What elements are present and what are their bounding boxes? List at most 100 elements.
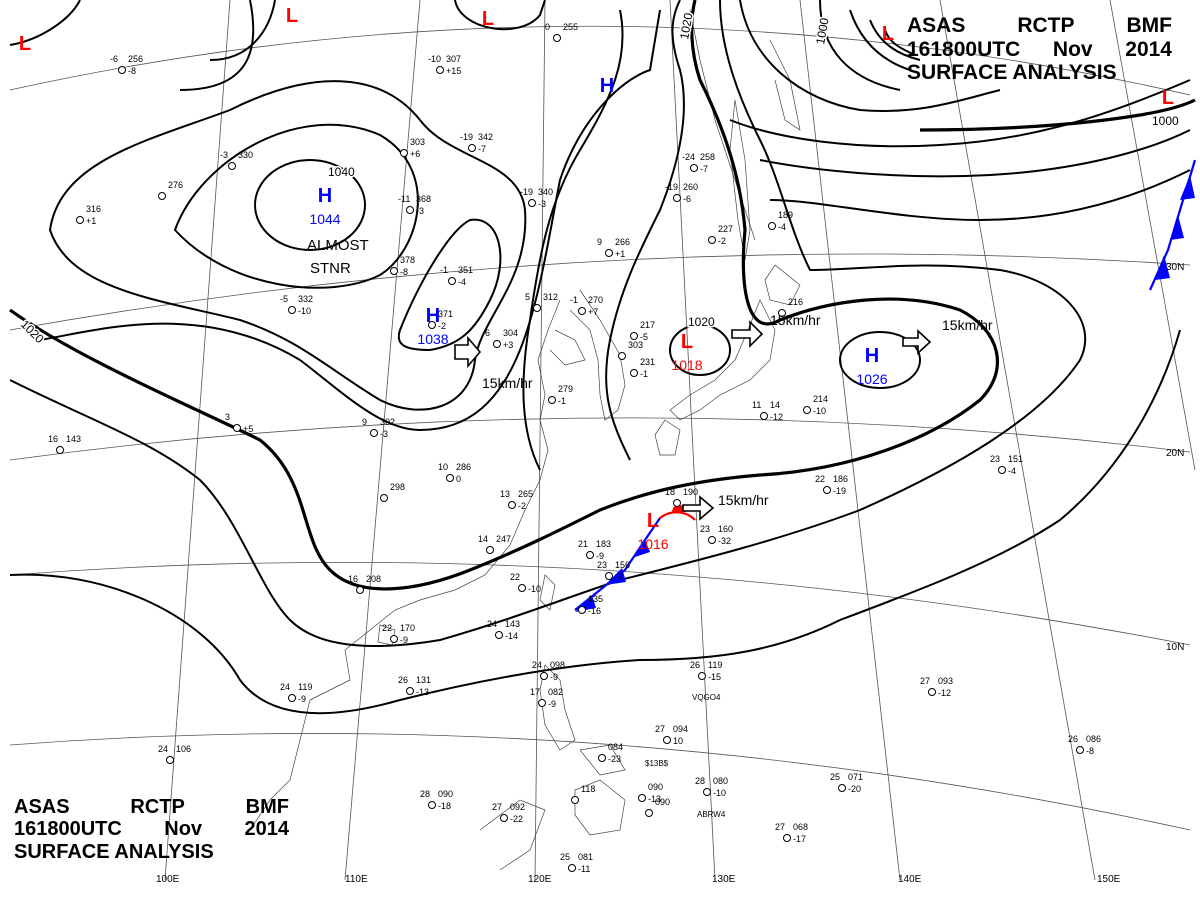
station-circle bbox=[448, 277, 456, 285]
station-temperature: 9 bbox=[362, 417, 367, 427]
cold-front-triangle bbox=[1170, 215, 1184, 240]
low-pressure-center: L bbox=[19, 33, 31, 55]
station-circle bbox=[698, 672, 706, 680]
station-pressure: 131 bbox=[416, 675, 431, 685]
station-pressure: 098 bbox=[550, 660, 565, 670]
station-temperature: 24 bbox=[532, 660, 542, 670]
station-circle bbox=[390, 635, 398, 643]
high-pressure-center: H bbox=[426, 305, 440, 327]
station-pressure: 330 bbox=[238, 150, 253, 160]
station-pressure: 371 bbox=[438, 309, 453, 319]
station-tendency: +5 bbox=[243, 424, 253, 434]
agency-code: BMF bbox=[1126, 14, 1173, 37]
station-pressure: 119 bbox=[708, 660, 722, 670]
station-temperature: 21 bbox=[578, 539, 588, 549]
station-temperature: 17 bbox=[530, 687, 540, 697]
station-circle bbox=[553, 34, 561, 42]
station-tendency: -3 bbox=[380, 429, 388, 439]
station-temperature: 11 bbox=[752, 400, 761, 410]
latitude-label: 20N bbox=[1166, 448, 1184, 459]
center-pressure-value: 1018 bbox=[671, 357, 702, 373]
station-circle bbox=[500, 814, 508, 822]
station-temperature: 23 bbox=[700, 524, 710, 534]
station-pressure: 092 bbox=[510, 802, 525, 812]
isobar bbox=[884, 29, 916, 56]
isobar-1026 bbox=[839, 331, 921, 389]
parallel-line bbox=[9, 733, 1191, 831]
station-pressure: 227 bbox=[718, 224, 733, 234]
station-circle bbox=[493, 340, 501, 348]
station-temperature: 14 bbox=[478, 534, 488, 544]
kamchatka bbox=[769, 39, 801, 131]
japan-honshu bbox=[669, 299, 776, 421]
station-circle bbox=[638, 794, 646, 802]
station-pressure: 258 bbox=[700, 152, 715, 162]
station-circle bbox=[605, 572, 613, 580]
valid-month: Nov bbox=[1052, 37, 1093, 61]
station-tendency: 0 bbox=[456, 474, 461, 484]
station-circle bbox=[578, 606, 586, 614]
agency-code: RCTP bbox=[1017, 14, 1075, 37]
isobar-1020-main bbox=[9, 0, 999, 591]
station-temperature: 5 bbox=[525, 292, 530, 302]
station-circle bbox=[998, 466, 1006, 474]
longitude-label: 120E bbox=[528, 874, 552, 885]
longitude-label: 110E bbox=[345, 874, 368, 885]
station-tendency: -7 bbox=[700, 164, 708, 174]
station-pressure: 084 bbox=[608, 742, 623, 752]
station-circle bbox=[568, 864, 576, 872]
title-block-bottom-left: ASAS RCTP BMF 161800UTC Nov 2014 SURFACE… bbox=[14, 796, 289, 863]
station-temperature: 9 bbox=[597, 237, 602, 247]
station-circle bbox=[390, 267, 398, 275]
motion-speed-label: 15km/hr bbox=[942, 317, 993, 333]
station-circle bbox=[663, 736, 671, 744]
isobar bbox=[769, 169, 1191, 222]
station-pressure: 368 bbox=[416, 194, 431, 204]
high-pressure-center: H bbox=[318, 185, 332, 207]
product-name: SURFACE ANALYSIS bbox=[907, 61, 1117, 85]
station-pressure: 081 bbox=[578, 852, 593, 862]
station-tendency: +15 bbox=[446, 66, 461, 76]
isobar bbox=[9, 0, 81, 46]
isobar bbox=[173, 123, 419, 289]
graticule-lines bbox=[9, 0, 1196, 881]
station-tendency: +7 bbox=[588, 307, 598, 317]
high-pressure-center: H bbox=[865, 345, 879, 367]
ship-ids: VQGO4 ABRW4 $13B$ bbox=[645, 693, 726, 819]
meridian-line bbox=[939, 0, 1096, 881]
agency-code: BMF bbox=[245, 796, 289, 818]
agency-code: RCTP bbox=[130, 796, 185, 818]
station-temperature: 27 bbox=[655, 724, 665, 734]
parallel-line bbox=[9, 561, 1191, 646]
isobar bbox=[454, 0, 546, 31]
parallel-line bbox=[9, 253, 1191, 331]
station-tendency: -13 bbox=[648, 794, 661, 804]
station-circle bbox=[645, 809, 653, 817]
station-pressure: 286 bbox=[456, 462, 471, 472]
station-pressure: 303 bbox=[410, 137, 425, 147]
latitude-label: 30N bbox=[1166, 262, 1184, 273]
station-pressure: 214 bbox=[813, 394, 828, 404]
isobar-value-label: 1020 bbox=[677, 11, 695, 40]
valid-month: Nov bbox=[164, 818, 203, 841]
station-pressure: 340 bbox=[538, 187, 553, 197]
station-pressure: 378 bbox=[400, 255, 415, 265]
station-tendency: -2 bbox=[518, 501, 526, 511]
station-circle bbox=[446, 474, 454, 482]
motion-arrow bbox=[731, 320, 764, 348]
station-circle bbox=[76, 216, 84, 224]
motion-speed-label: 15km/hr bbox=[770, 312, 821, 328]
japan-kyushu bbox=[654, 419, 681, 456]
station-circle bbox=[618, 352, 626, 360]
station-circle bbox=[803, 406, 811, 414]
station-circle bbox=[760, 412, 768, 420]
station-temperature: 24 bbox=[280, 682, 290, 692]
station-pressure: 080 bbox=[713, 776, 728, 786]
isobar-1018 bbox=[669, 324, 731, 376]
station-temperature: 22 bbox=[510, 572, 520, 582]
station-circle bbox=[400, 149, 408, 157]
station-circle bbox=[708, 536, 716, 544]
station-temperature: 26 bbox=[1068, 734, 1078, 744]
station-circle bbox=[380, 494, 388, 502]
